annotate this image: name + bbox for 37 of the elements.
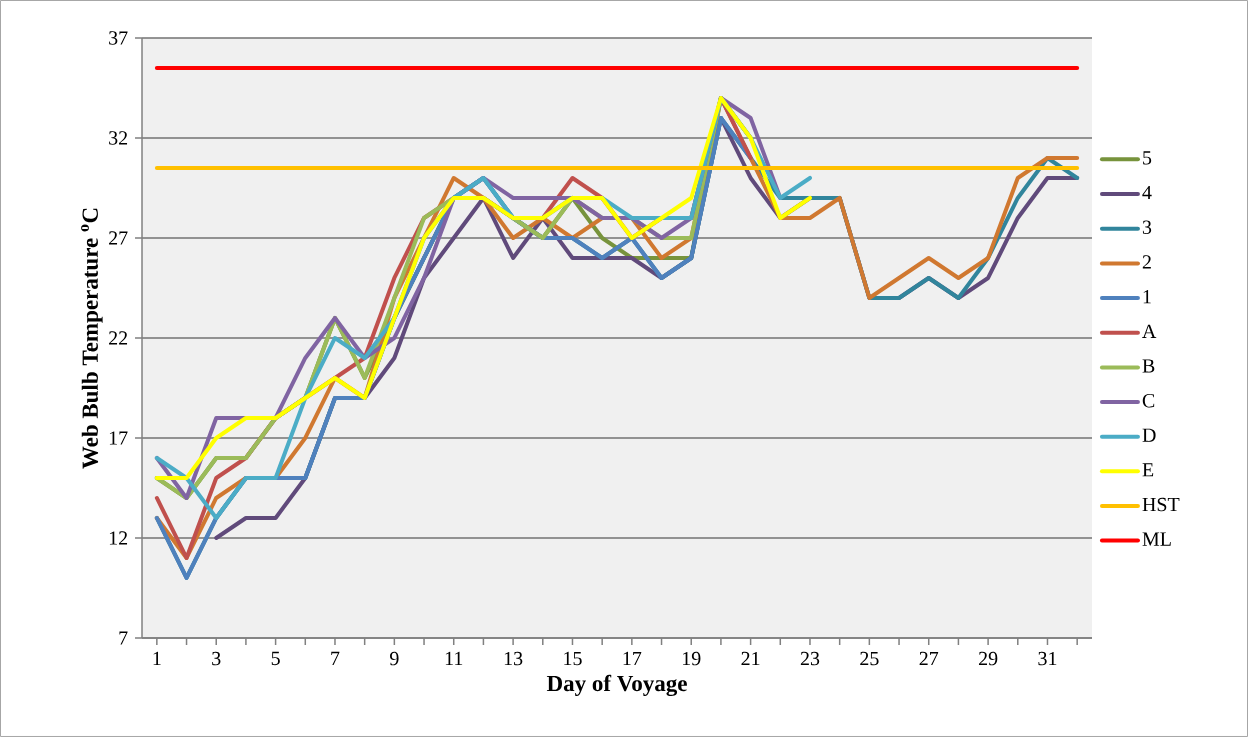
y-tick-label: 32: [109, 131, 128, 145]
legend-label: 3: [1142, 220, 1152, 234]
x-axis-title: Day of Voyage: [546, 674, 687, 697]
x-tick-label: 29: [978, 651, 998, 666]
y-tick-label: 12: [109, 531, 128, 545]
x-tick-label: 7: [331, 651, 340, 665]
legend-label: A: [1142, 324, 1157, 338]
x-tick-label: 31: [1038, 651, 1057, 666]
y-axis-title: Web Bulb Temperature $^{o}$C: [81, 208, 103, 469]
x-tick-label: 3: [212, 651, 221, 666]
legend-label: B: [1142, 359, 1155, 373]
legend-label: D: [1142, 428, 1156, 442]
legend-label: 4: [1142, 185, 1152, 200]
legend-label: E: [1142, 463, 1154, 477]
x-tick-label: 5: [271, 651, 280, 666]
legend-label: HST: [1142, 497, 1180, 512]
x-tick-label: 13: [504, 651, 523, 666]
x-tick-label: 23: [800, 651, 820, 666]
x-tick-label: 15: [564, 651, 582, 666]
y-tick-label: 27: [109, 231, 128, 245]
x-tick-label: 17: [623, 651, 642, 666]
x-tick-label: 21: [741, 651, 760, 666]
legend-label: 5: [1143, 151, 1152, 165]
legend-label: 1: [1143, 290, 1151, 304]
y-tick-label: 37: [109, 31, 128, 45]
x-tick-label: 1: [153, 651, 161, 666]
y-tick-label: 7: [119, 631, 128, 645]
legend-label: ML: [1142, 532, 1171, 546]
x-tick-label: 25: [860, 651, 879, 666]
y-tick-label: 22: [109, 331, 128, 345]
legend-label: 2: [1142, 255, 1151, 269]
x-tick-label: 19: [683, 651, 701, 666]
x-tick-label: 27: [919, 651, 939, 666]
x-tick-label: 9: [389, 651, 399, 666]
x-tick-label: 11: [445, 651, 463, 666]
legend-label: C: [1142, 393, 1155, 408]
y-tick-label: 17: [109, 431, 128, 445]
